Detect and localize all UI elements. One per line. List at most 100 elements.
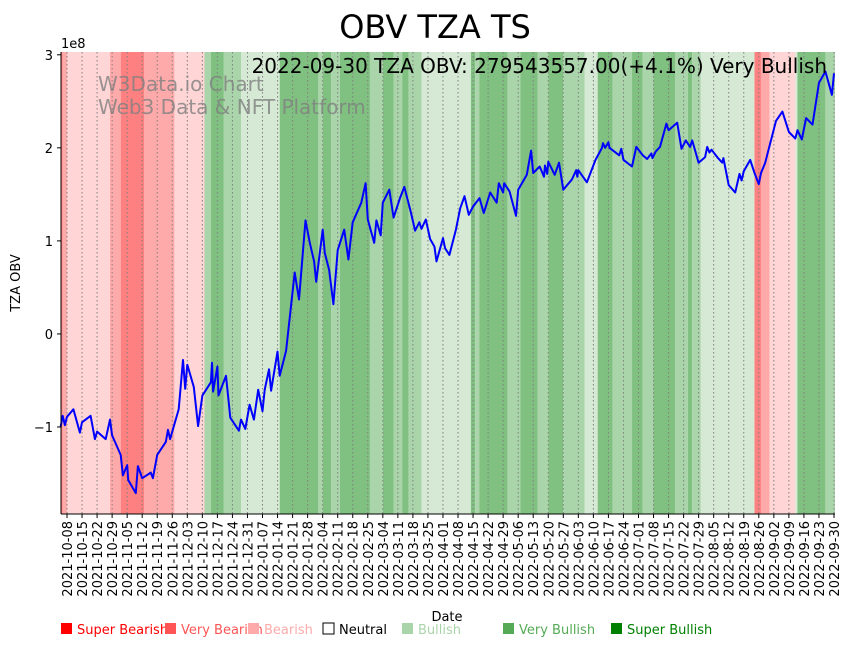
sentiment-band [537,52,549,514]
x-tick-label: 2022-05-20 [542,521,557,597]
legend-swatch [61,623,72,634]
legend-label: Very Bearish [181,623,263,638]
sentiment-band [62,52,67,514]
x-tick-label: 2022-06-17 [602,521,617,597]
axes [60,52,835,515]
sentiment-band [279,52,319,514]
y-tick-label: 0 [45,328,53,343]
x-tick-label: 2021-10-29 [106,521,121,597]
sentiment-band [612,52,633,514]
y-tick-label: −1 [34,421,53,436]
sentiment-band [760,52,770,514]
x-tick-label: 2022-03-18 [407,521,422,597]
sentiment-band [470,52,476,514]
sentiment-band [795,52,798,514]
sentiment-band [109,52,121,514]
obv-series-line [59,70,835,495]
x-tick-label: 2022-07-29 [693,521,708,597]
x-tick-label: 2022-07-01 [632,521,647,597]
legend-swatch [248,623,259,634]
sentiment-band [632,52,643,514]
annotation-latest-value: 2022-09-30 TZA OBV: 279543557.00(+4.1%) … [252,54,827,78]
x-tick-label: 2022-08-19 [738,521,753,597]
x-tick-label: 2021-11-05 [121,521,136,597]
sentiment-band [210,52,224,514]
sentiment-band [120,52,145,514]
sentiment-band [692,52,701,514]
x-tick-label: 2022-04-01 [437,521,452,597]
x-tick-label: 2022-02-04 [317,521,332,597]
x-ticks: 2021-10-08 2021-10-15 2021-10-22 2021-10-29… [61,514,843,597]
sentiment-band [67,52,110,514]
sentiment-band [687,52,693,514]
sentiment-band [174,52,205,514]
x-tick-label: 2021-11-12 [136,521,151,597]
x-tick-label: 2021-12-10 [196,521,211,597]
x-tick-label: 2021-10-08 [61,521,76,597]
sentiment-band [382,52,394,514]
sentiment-band [675,52,688,514]
x-tick-label: 2022-07-15 [663,521,678,597]
legend-label: Super Bullish [627,623,712,638]
chart-title: OBV TZA TS [339,8,531,46]
sentiment-band [144,52,175,514]
x-tick-label: 2022-02-25 [362,521,377,597]
legend-label: Super Bearish [77,623,168,638]
legend-swatch [322,622,335,635]
y-tick-label: 2 [45,142,53,157]
x-tick-label: 2022-08-26 [753,521,768,597]
legend-label: Neutral [339,623,387,638]
watermark-line-1: W3Data.io Chart [98,72,264,96]
x-tick-label: 2022-04-08 [452,521,467,597]
sentiment-band [797,52,826,514]
x-tick-label: 2022-09-09 [783,521,798,597]
x-tick-label: 2022-09-02 [768,521,783,597]
x-tick-label: 2022-06-03 [572,521,587,597]
x-tick-label: 2022-07-22 [678,521,693,597]
x-tick-label: 2022-04-29 [497,521,512,597]
x-tick-label: 2022-03-11 [392,521,407,597]
x-tick-label: 2022-01-07 [257,521,272,597]
sentiment-bands [61,52,835,514]
x-tick-label: 2022-09-30 [828,521,843,597]
sentiment-band [393,52,403,514]
sentiment-band [653,52,676,514]
sentiment-band [507,52,521,514]
x-tick-label: 2022-06-10 [587,521,602,597]
sentiment-band [825,52,835,514]
legend-label: Very Bullish [519,623,595,638]
x-tick-label: 2021-12-17 [211,521,226,597]
x-tick-label: 2021-12-31 [241,521,256,597]
watermark-line-2: Web3 Data & NFT Platform [98,95,366,119]
y-tick-label: 3 [45,49,53,64]
x-tick-label: 2022-04-15 [467,521,482,597]
legend-swatch [165,623,176,634]
x-tick-label: 2022-07-08 [648,521,663,597]
x-tick-label: 2021-11-26 [166,521,181,597]
legend: Super Bearish Very Bearish Bearish Neutral B… [61,622,712,638]
x-tick-label: 2022-02-11 [332,521,347,597]
x-tick-label: 2021-10-15 [76,521,91,597]
sentiment-band [61,52,63,514]
sentiment-band [408,52,422,514]
x-tick-label: 2022-08-05 [708,521,723,597]
x-tick-label: 2021-12-24 [226,521,241,597]
sentiment-band [322,52,332,514]
sentiment-band [318,52,323,514]
x-tick-label: 2022-04-22 [482,521,497,597]
x-tick-label: 2022-05-13 [527,521,542,597]
sentiment-band [563,52,585,514]
x-axis-label: Date [431,610,462,625]
sentiment-band [584,52,598,514]
legend-swatch [611,623,622,634]
y-axis-label: TZA OBV [9,254,24,313]
watermark: W3Data.io Chart Web3 Data & NFT Platform [98,72,366,119]
y-offset-label: 1e8 [61,37,86,52]
y-ticks: −1 0 1 2 3 [34,49,61,436]
x-tick-label: 2022-09-16 [798,521,813,597]
legend-label: Bullish [418,623,461,638]
x-tick-label: 2022-08-12 [723,521,738,597]
sentiment-band [369,52,383,514]
x-tick-label: 2022-01-28 [302,521,317,597]
legend-label: Bearish [264,623,313,638]
